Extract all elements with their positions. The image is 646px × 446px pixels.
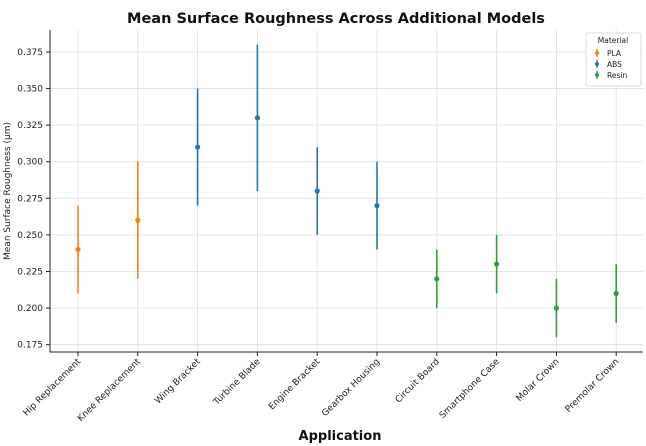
series-layer: [75, 44, 619, 338]
data-point: [75, 246, 81, 253]
chart-title: Mean Surface Roughness Across Additional…: [127, 11, 545, 27]
data-point: [613, 290, 619, 297]
legend-label: PLA: [607, 49, 622, 58]
y-tick-label: 0.250: [17, 231, 43, 241]
legend-title: Material: [598, 36, 628, 45]
legend-marker: [595, 51, 599, 55]
y-tick-label: 0.350: [17, 85, 43, 95]
legend-label: Resin: [607, 71, 627, 80]
data-point: [494, 261, 500, 267]
data-point: [553, 305, 560, 311]
y-tick-label: 0.300: [17, 158, 43, 168]
y-tick-label: 0.275: [17, 194, 43, 204]
data-point: [314, 188, 320, 194]
data-point: [374, 203, 380, 209]
data-point: [434, 276, 440, 282]
legend: Material PLA ABS Resin: [585, 32, 642, 87]
legend-marker: [595, 73, 599, 77]
data-point: [254, 115, 260, 121]
y-axis-label: Mean Surface Roughness (µm): [3, 122, 13, 260]
y-tick-label: 0.225: [17, 268, 43, 278]
plot-frame: [49, 30, 643, 353]
x-axis-label: Application: [299, 429, 382, 444]
y-tick-label: 0.175: [17, 341, 43, 351]
data-point: [195, 144, 201, 150]
legend-label: ABS: [607, 60, 622, 69]
legend-box: [585, 32, 642, 87]
y-tick-label: 0.325: [17, 121, 43, 131]
y-tick-label: 0.375: [17, 48, 43, 58]
data-point: [135, 217, 141, 223]
legend-marker: [595, 62, 599, 66]
y-tick-label: 0.200: [17, 304, 43, 314]
